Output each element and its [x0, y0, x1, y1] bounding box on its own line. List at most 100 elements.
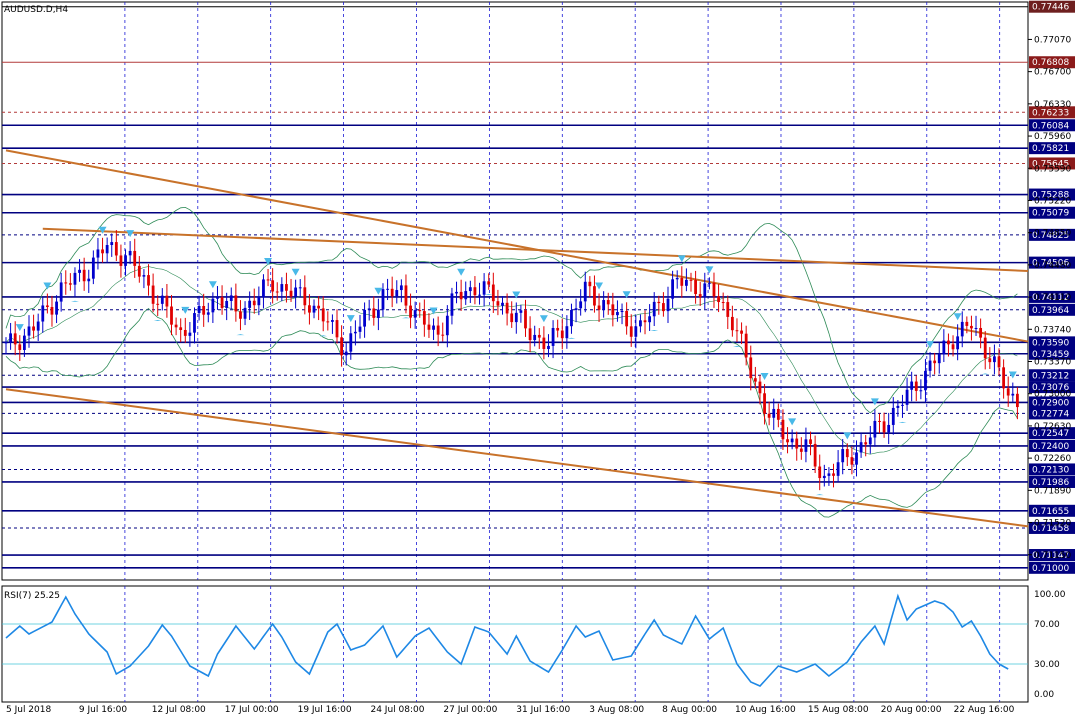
candle-body	[832, 473, 835, 476]
candle-body	[753, 378, 757, 382]
fractal-arrow	[181, 306, 190, 314]
price-tick-label: 0.75960	[1034, 132, 1071, 142]
candle-body	[257, 296, 261, 306]
candle-body	[878, 420, 881, 422]
candle-body	[59, 282, 63, 302]
candle-body	[432, 325, 435, 330]
candle-body	[657, 301, 661, 304]
candle-body	[399, 285, 403, 291]
candle-body	[128, 250, 132, 256]
candle-body	[597, 305, 601, 310]
price-tick-label: 0.76700	[1034, 68, 1071, 78]
fractal-arrow	[705, 266, 714, 274]
candle-body	[422, 311, 426, 325]
fractal-arrow	[291, 268, 300, 276]
horizontal-levels	[2, 6, 1028, 569]
level-label-box	[1029, 427, 1075, 440]
candle-body	[510, 313, 514, 323]
candle-body	[183, 329, 187, 336]
fractal-arrow	[595, 282, 604, 290]
candle-body	[988, 358, 992, 363]
candle-body	[298, 287, 302, 289]
time-label: 9 Jul 16:00	[79, 705, 128, 715]
time-label: 17 Jul 00:00	[225, 705, 279, 715]
level-label-box	[1029, 157, 1075, 170]
candle-body	[795, 438, 799, 449]
candle-body	[262, 279, 265, 297]
candle-body	[491, 284, 495, 302]
candle-body	[427, 324, 431, 330]
candle-body	[524, 310, 527, 329]
candle-body	[340, 337, 344, 356]
candle-body	[560, 330, 564, 339]
trendline	[5, 388, 1029, 528]
candle-body	[179, 327, 183, 330]
candle-body	[105, 245, 109, 254]
candle-body	[896, 405, 900, 408]
candle-body	[919, 390, 923, 392]
candle-body	[445, 315, 449, 336]
fractal-arrow	[953, 313, 962, 321]
rsi-line	[5, 593, 1009, 687]
candle-body	[772, 408, 776, 418]
candles	[4, 230, 1019, 491]
level-label: 0.71147	[1032, 551, 1069, 561]
candle-body	[924, 370, 927, 391]
candle-body	[662, 303, 665, 312]
candle-body	[914, 381, 918, 391]
candle-body	[18, 344, 22, 350]
candle-body	[165, 295, 169, 307]
candle-body	[882, 421, 886, 433]
candle-body	[643, 320, 647, 323]
level-label: 0.71000	[1032, 564, 1069, 574]
candle-body	[873, 420, 877, 438]
candle-body	[142, 275, 146, 277]
candle-body	[418, 310, 422, 312]
candle-body	[730, 316, 734, 331]
candle-body	[147, 275, 150, 286]
level-label: 0.75079	[1032, 209, 1069, 219]
candle-body	[248, 300, 252, 308]
level-label: 0.75645	[1032, 159, 1069, 169]
rsi-tick-label: 0.00	[1034, 690, 1054, 700]
candle-body	[151, 285, 155, 304]
candle-body	[331, 320, 334, 322]
fractal-arrow	[622, 291, 631, 299]
rsi-tick-label: 30.00	[1034, 660, 1060, 670]
rsi-panel: 100.00 70.00 30.00 0.00	[2, 590, 1066, 700]
candle-body	[303, 287, 307, 306]
candle-body	[386, 288, 389, 290]
candle-body	[684, 279, 688, 286]
fractal-arrow	[788, 418, 797, 426]
candle-body	[790, 438, 794, 443]
price-tick-label: 0.73000	[1034, 390, 1071, 400]
candle-body	[372, 308, 376, 318]
candle-body	[809, 439, 812, 444]
candle-body	[887, 424, 891, 433]
candle-body	[114, 242, 118, 256]
candle-body	[689, 279, 693, 281]
candle-body	[294, 287, 298, 297]
price-tick-label: 0.74480	[1034, 261, 1071, 271]
level-label: 0.71986	[1032, 478, 1069, 488]
candle-body	[220, 297, 224, 308]
candle-body	[50, 307, 54, 315]
candle-body	[845, 449, 849, 458]
candle-body	[501, 302, 504, 306]
level-label: 0.73964	[1032, 306, 1069, 316]
level-label-box	[1029, 256, 1075, 269]
level-label-box	[1029, 407, 1075, 420]
candle-body	[703, 283, 707, 298]
level-label-box	[1029, 396, 1075, 409]
time-label: 27 Jul 00:00	[443, 705, 497, 715]
candle-body	[565, 326, 569, 339]
candle-body	[455, 291, 458, 294]
level-label: 0.72774	[1032, 409, 1069, 419]
candle-body	[841, 449, 845, 463]
time-label: 5 Jul 2018	[6, 705, 51, 715]
candle-body	[32, 326, 35, 331]
level-label-box	[1029, 206, 1075, 219]
fractal-arrow	[760, 372, 769, 380]
level-label-box	[1029, 228, 1075, 241]
